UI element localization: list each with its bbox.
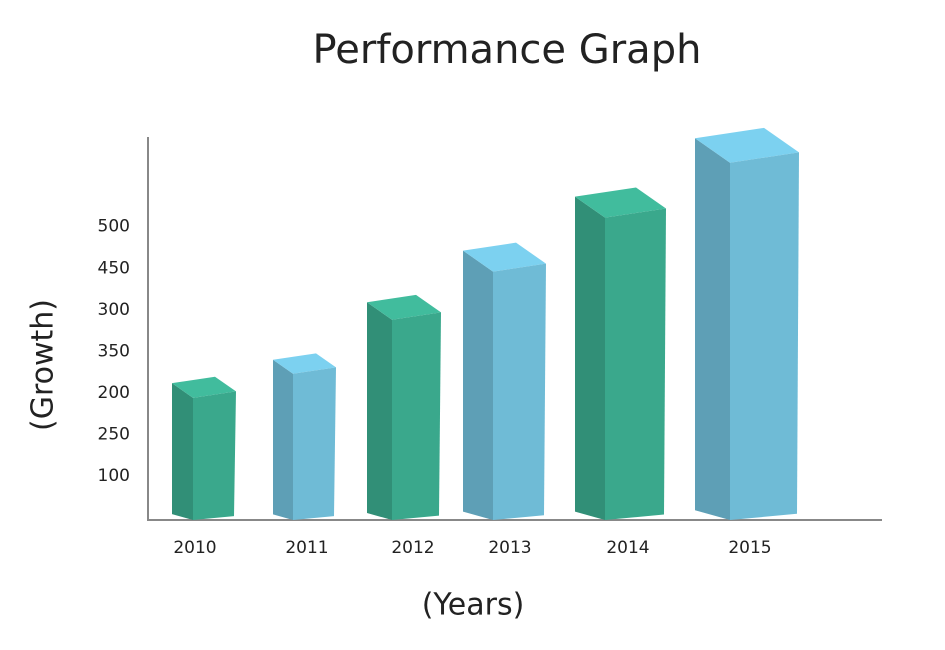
- x-tick-label: 2014: [606, 538, 649, 558]
- y-tick-label: 350: [98, 341, 130, 361]
- x-tick-label: 2013: [488, 538, 531, 558]
- bar: [493, 263, 546, 520]
- chart-title: Performance Graph: [313, 27, 702, 73]
- y-tick-label: 100: [98, 466, 130, 486]
- bar-side: [367, 302, 392, 520]
- bar: [193, 391, 236, 520]
- bar-top: [463, 242, 546, 272]
- y-tick-label: 500: [98, 217, 130, 237]
- y-tick-label: 200: [98, 383, 130, 403]
- bar-side: [273, 359, 293, 520]
- bar-side: [695, 138, 730, 520]
- bar-top: [575, 187, 666, 218]
- bar-side: [172, 383, 193, 520]
- bar-top: [695, 127, 799, 163]
- x-tick-label: 2012: [391, 538, 434, 558]
- y-tick-label: 250: [98, 424, 130, 444]
- x-tick-label: 2011: [285, 538, 328, 558]
- bar: [392, 312, 441, 520]
- bar: [730, 152, 799, 520]
- bar-top: [273, 353, 336, 374]
- bar-side: [575, 196, 605, 520]
- x-tick-label: 2015: [728, 538, 771, 558]
- bar: [293, 367, 336, 520]
- x-tick-label: 2010: [173, 538, 216, 558]
- bar-side: [463, 250, 493, 520]
- x-axis-label: (Years): [422, 588, 525, 623]
- bar-top: [367, 294, 441, 320]
- bar-top: [172, 376, 236, 398]
- y-tick-label: 300: [98, 300, 130, 320]
- bar: [605, 208, 666, 520]
- y-axis-label: (Growth): [26, 299, 61, 431]
- y-tick-label: 450: [98, 258, 130, 278]
